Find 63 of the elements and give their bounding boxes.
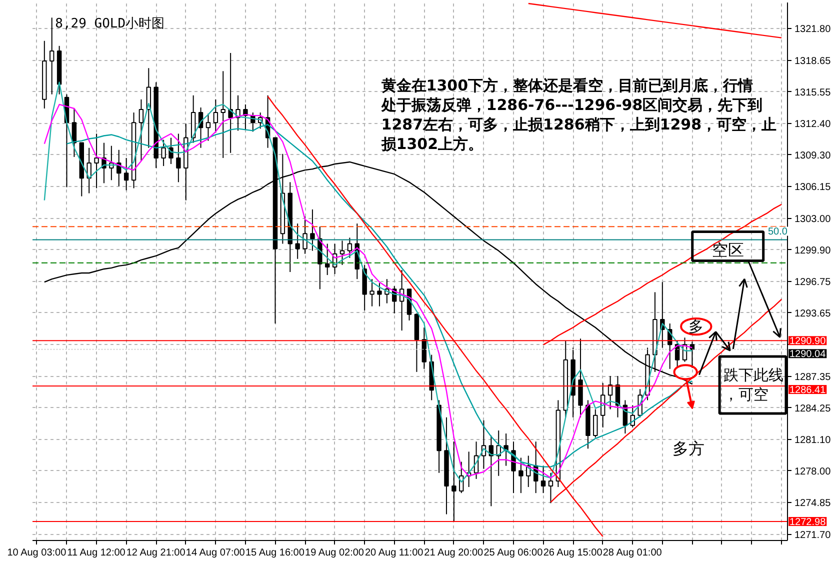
candlestick [347, 237, 352, 258]
y-tick-label: 1303.00 [794, 214, 832, 226]
candlestick [138, 98, 144, 162]
annotation: 多方 [672, 439, 705, 458]
x-tick-label: 11 Aug 12:00 [67, 548, 126, 558]
y-tick-label: 1274.85 [794, 498, 832, 510]
y-tick-label: 1293.65 [794, 308, 832, 320]
candlestick [161, 139, 166, 167]
candlestick [220, 70, 226, 158]
ref-line-label: 1272.98 [790, 516, 826, 528]
x-tick-label: 25 Aug 06:00 [484, 548, 544, 558]
candlestick [213, 98, 218, 134]
candlestick [518, 457, 524, 494]
candlestick [340, 240, 345, 266]
y-tick-label: 1271.70 [794, 530, 832, 541]
candlestick [548, 472, 554, 504]
ref-line-label: 1290.90 [790, 336, 826, 348]
x-tick-label: 14 Aug 07:00 [186, 548, 246, 558]
y-tick-label: 1315.55 [794, 87, 832, 98]
candlestick [324, 243, 330, 276]
x-tick-label: 28 Aug 01:00 [602, 548, 662, 558]
candlestick [422, 327, 427, 370]
annotation: 黄金在1300下方，整体还是看空，目前已到月底，行情处于振荡反弹，1286-76---1296-98区间交易，先下到1287左右，可多，止损1286稍下，上到1298，可空，止损1302上方。 [380, 76, 777, 153]
y-tick-label: 1312.40 [794, 119, 832, 130]
candlestick [206, 113, 211, 142]
candlestick [176, 133, 181, 183]
annotation: 50.0 [768, 226, 788, 238]
annotation: 空区 [712, 240, 744, 260]
candlestick [452, 441, 456, 522]
text: 8,29 GOLD小时图 [55, 16, 165, 32]
y-tick-label: 1278.00 [794, 466, 832, 478]
candlestick [370, 278, 374, 307]
annotation: 跌下此线，可空 [723, 366, 784, 404]
y-tick-label: 1318.65 [794, 56, 832, 68]
candlestick [593, 408, 598, 438]
candlestick [295, 223, 300, 260]
x-tick-label: 21 Aug 20:00 [424, 548, 484, 558]
y-tick-label: 1306.15 [794, 182, 832, 194]
candlestick [94, 133, 99, 189]
y-tick-label: 1287.35 [794, 372, 832, 383]
x-tick-label: 15 Aug 16:00 [245, 548, 305, 558]
candlestick [540, 465, 546, 494]
candlestick [310, 208, 315, 252]
y-tick-label: 1281.10 [794, 435, 832, 446]
candlestick [302, 216, 308, 254]
x-tick-label: 12 Aug 21:00 [126, 548, 186, 558]
y-tick-label: 1309.30 [794, 150, 832, 162]
x-tick-label: 19 Aug 02:00 [305, 548, 364, 558]
x-tick-label: 26 Aug 15:00 [543, 548, 603, 558]
candlestick [50, 17, 54, 95]
ref-line-label: 1286.41 [790, 384, 826, 396]
x-tick-label: 10 Aug 03:00 [7, 548, 67, 558]
x-tick-label: 20 Aug 11:00 [364, 548, 424, 558]
line-series [528, 2, 782, 38]
candlestick [86, 147, 92, 194]
candlestick [377, 282, 382, 307]
y-tick-label: 1321.80 [794, 24, 832, 36]
y-tick-label: 1296.75 [794, 277, 832, 288]
annotation: 多 [688, 318, 704, 336]
y-tick-label: 1284.25 [794, 403, 832, 414]
candlestick [124, 157, 129, 191]
ref-line-label: 1290.04 [790, 349, 826, 360]
y-tick-label: 1299.90 [794, 245, 832, 256]
